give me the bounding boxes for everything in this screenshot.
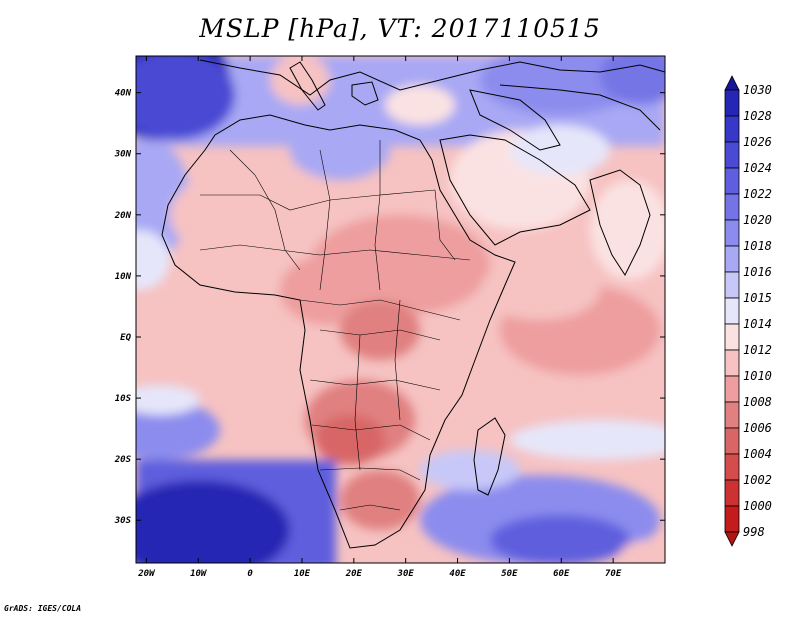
- coastlines: [161, 59, 665, 549]
- colorbar-box: [724, 89, 740, 117]
- colorbar-box: [724, 479, 740, 507]
- colorbar-box: [724, 375, 740, 403]
- lat-tick-label: 30N: [114, 150, 132, 160]
- lat-tick-label: 40N: [115, 89, 132, 99]
- colorbar-box: [724, 115, 740, 143]
- colorbar-label: 1024: [743, 161, 772, 175]
- lon-tick-label: 10W: [190, 569, 208, 579]
- lon-tick-label: 20W: [137, 569, 156, 579]
- lat-tick-label: 30S: [114, 516, 132, 526]
- colorbar-label: 1018: [743, 239, 772, 253]
- colorbar: 1030 1028 1026 1024 1022 1020 1018 1016 1015 1014…: [724, 75, 772, 547]
- colorbar-box: [724, 401, 740, 429]
- colorbar-top-arrow: [724, 75, 740, 91]
- colorbar-label: 998: [743, 525, 765, 539]
- colorbar-box: [724, 271, 740, 299]
- colorbar-box: [724, 193, 740, 221]
- lat-tick-label: 20S: [114, 455, 132, 465]
- colorbar-label: 1016: [743, 265, 772, 279]
- colorbar-bottom-arrow: [724, 531, 740, 547]
- colorbar-box: [724, 505, 740, 533]
- lon-tick-label: 70E: [605, 569, 622, 579]
- colorbar-label: 1030: [743, 83, 772, 97]
- lon-tick-label: 50E: [501, 569, 518, 579]
- lat-tick-label: 10N: [115, 272, 132, 282]
- colorbar-box: [724, 427, 740, 455]
- colorbar-box: [724, 297, 740, 325]
- colorbar-box: [724, 245, 740, 273]
- colorbar-label: 1022: [743, 187, 772, 201]
- colorbar-label: 1014: [743, 317, 772, 331]
- footer-credit: GrADS: IGES/COLA: [4, 604, 82, 613]
- colorbar-label: 1004: [743, 447, 772, 461]
- colorbar-box: [724, 141, 740, 169]
- colorbar-label: 1008: [743, 395, 772, 409]
- page-title: MSLP [hPa], VT: 2017110515: [199, 14, 601, 43]
- borders: [199, 140, 471, 511]
- colorbar-label: 1028: [743, 109, 772, 123]
- colorbar-box: [724, 219, 740, 247]
- colorbar-label: 1010: [743, 369, 772, 383]
- pressure-field: [136, 56, 665, 563]
- lon-axis: 20W 10W 0 10E 20E 30E 40E 50E 60E 70E: [137, 56, 622, 579]
- lon-tick-label: 60E: [553, 569, 570, 579]
- colorbar-label: 1002: [743, 473, 772, 487]
- lon-tick-label: 10E: [294, 569, 311, 579]
- lon-tick-label: 30E: [397, 569, 415, 579]
- lon-tick-label: 20E: [345, 569, 363, 579]
- lat-tick-label: 10S: [115, 394, 132, 404]
- colorbar-box: [724, 323, 740, 351]
- lat-tick-label: 20N: [114, 211, 132, 221]
- colorbar-label: 1006: [743, 421, 772, 435]
- map-frame: [135, 55, 666, 564]
- colorbar-box: [724, 167, 740, 195]
- colorbar-label: 1000: [743, 499, 772, 513]
- lon-tick-label: 40E: [449, 569, 466, 579]
- colorbar-label: 1015: [743, 291, 772, 305]
- lat-axis: 40N 30N 20N 10N EQ 10S 20S 30S: [114, 89, 665, 526]
- colorbar-label: 1020: [743, 213, 772, 227]
- lat-tick-label: EQ: [120, 333, 131, 343]
- colorbar-box: [724, 349, 740, 377]
- colorbar-label: 1026: [743, 135, 772, 149]
- lon-tick-label: 0: [247, 569, 253, 579]
- colorbar-box: [724, 453, 740, 481]
- colorbar-label: 1012: [743, 343, 772, 357]
